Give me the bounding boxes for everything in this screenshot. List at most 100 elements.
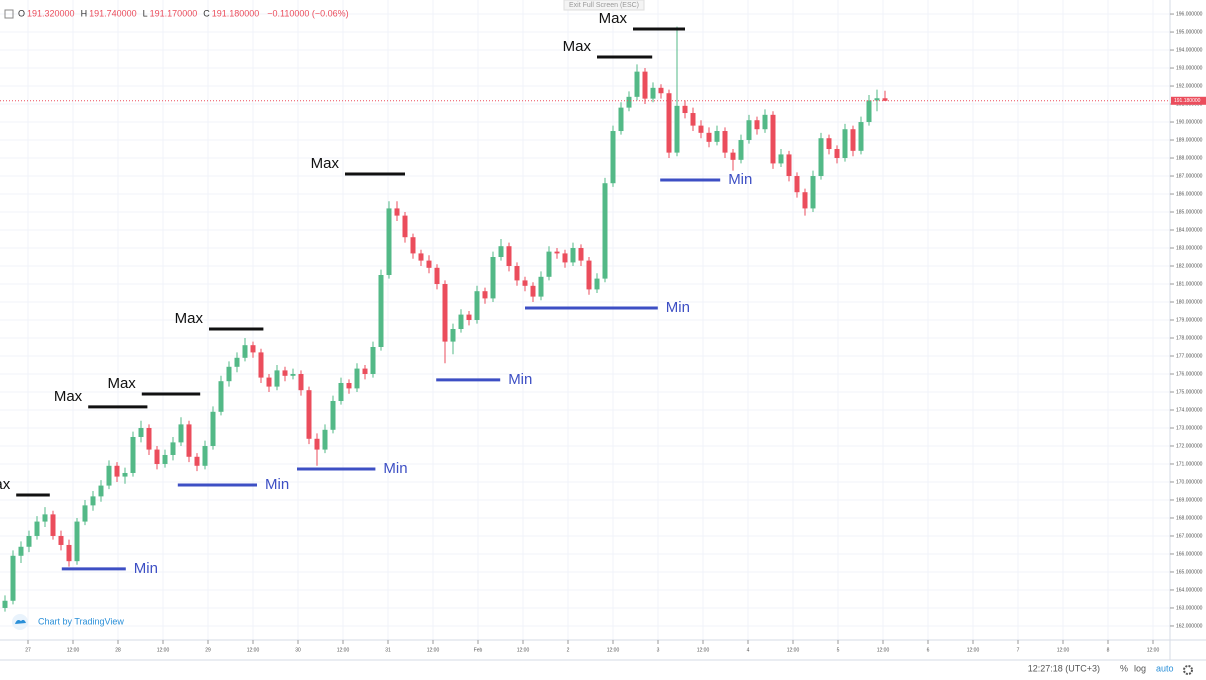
exit-fullscreen[interactable]: Exit Full Screen (ESC) [569,2,639,9]
candle-body [58,535,64,545]
candle-body [674,105,680,153]
candle-body [402,215,408,238]
x-tick-label: 12:00 [877,647,890,653]
y-tick-label: 166.000000 [1176,551,1203,557]
candle-body [306,390,312,439]
candle-body [18,546,24,556]
candle-body [482,291,488,299]
legend-key: H [81,8,88,18]
annotation-label: Max [0,476,11,493]
y-tick-label: 176.000000 [1176,371,1203,377]
candle-body [170,442,176,455]
candle-body [762,114,768,130]
y-tick-label: 185.000000 [1176,209,1203,215]
candle-body [34,521,40,536]
x-tick-label: 12:00 [157,647,170,653]
y-tick-label: 186.000000 [1176,191,1203,197]
x-tick-label: 4 [747,647,750,653]
candle-body [458,314,464,329]
candle-body [394,208,400,216]
candle-body [658,87,664,94]
annotation-label: Min [383,460,407,477]
candle-body [426,260,432,268]
candle-body [850,129,856,151]
annotation-label: Min [508,371,532,388]
x-tick-label: 2 [567,647,570,653]
log-toggle[interactable]: log [1134,663,1146,673]
candle-body [226,366,232,382]
collapse-icon[interactable] [4,9,14,19]
candle-body [490,257,496,299]
candle-body [282,370,288,376]
candle-body [370,346,376,374]
candle-body [434,267,440,285]
x-tick-label: 12:00 [247,647,260,653]
candle-body [730,152,736,160]
candle-body [82,505,88,522]
candle-body [146,427,152,450]
candle-body [514,266,520,281]
x-tick-label: 27 [25,647,31,653]
x-tick-label: 12:00 [787,647,800,653]
legend: O 191.320000 H 191.740000 L 191.170000 C 191.18… [18,8,349,18]
candle-body [794,176,800,193]
candle-body [786,154,792,177]
percent-toggle[interactable]: % [1120,663,1128,673]
candle-body [714,131,720,142]
candle-body [474,291,480,320]
candle-body [770,114,776,164]
branding[interactable]: Chart by TradingView [38,616,124,626]
candle-body [530,285,536,297]
annotation-label: Max [599,10,628,27]
candle-body [242,345,248,358]
x-tick-label: 12:00 [517,647,530,653]
exit-fullscreen-button[interactable] [563,0,645,11]
candle-body [858,122,864,151]
candle-body [250,345,256,353]
candle-body [538,276,544,297]
x-tick-label: 12:00 [967,647,980,653]
candle-body [218,381,224,412]
x-tick-label: 6 [927,647,930,653]
y-tick-label: 184.000000 [1176,227,1203,233]
branding-cloud [15,619,26,624]
y-tick-label: 167.000000 [1176,533,1203,539]
y-tick-label: 194.000000 [1176,47,1203,53]
x-tick-label: 12:00 [1057,647,1070,653]
candle-body [314,438,320,450]
candle-body [346,382,352,389]
auto-toggle[interactable]: auto [1156,663,1174,673]
candle-body [42,514,48,522]
y-tick-label: 192.000000 [1176,83,1203,89]
x-tick-label: 12:00 [67,647,80,653]
y-tick-label: 170.000000 [1176,479,1203,485]
candle-body [810,176,816,209]
candle-body [754,120,760,130]
candle-body [866,100,872,123]
annotation-label: Max [175,310,204,327]
candle-body [642,71,648,99]
legend-change: −0.110000 (−0.06%) [267,8,348,18]
candle-body [378,275,384,347]
x-tick-label: 28 [115,647,121,653]
candle-body [362,368,368,374]
y-tick-label: 168.000000 [1176,515,1203,521]
candle-body [498,246,504,258]
x-tick-label: 12:00 [1147,647,1160,653]
last-price-box [1171,96,1206,105]
candle-body [50,514,56,536]
candle-body [418,253,424,261]
x-tick-label: 12:00 [337,647,350,653]
y-tick-label: 178.000000 [1176,335,1203,341]
candle-body [210,411,216,446]
annotation-label: Max [54,388,83,405]
clock: 12:27:18 (UTC+3) [1028,663,1100,673]
settings-icon[interactable] [1183,665,1193,675]
x-tick-label: Feb [474,647,483,653]
candle-body [618,107,624,132]
candle-body [10,555,16,601]
candle-body [746,120,752,141]
candle-body [578,248,584,261]
candle-body [818,138,824,177]
